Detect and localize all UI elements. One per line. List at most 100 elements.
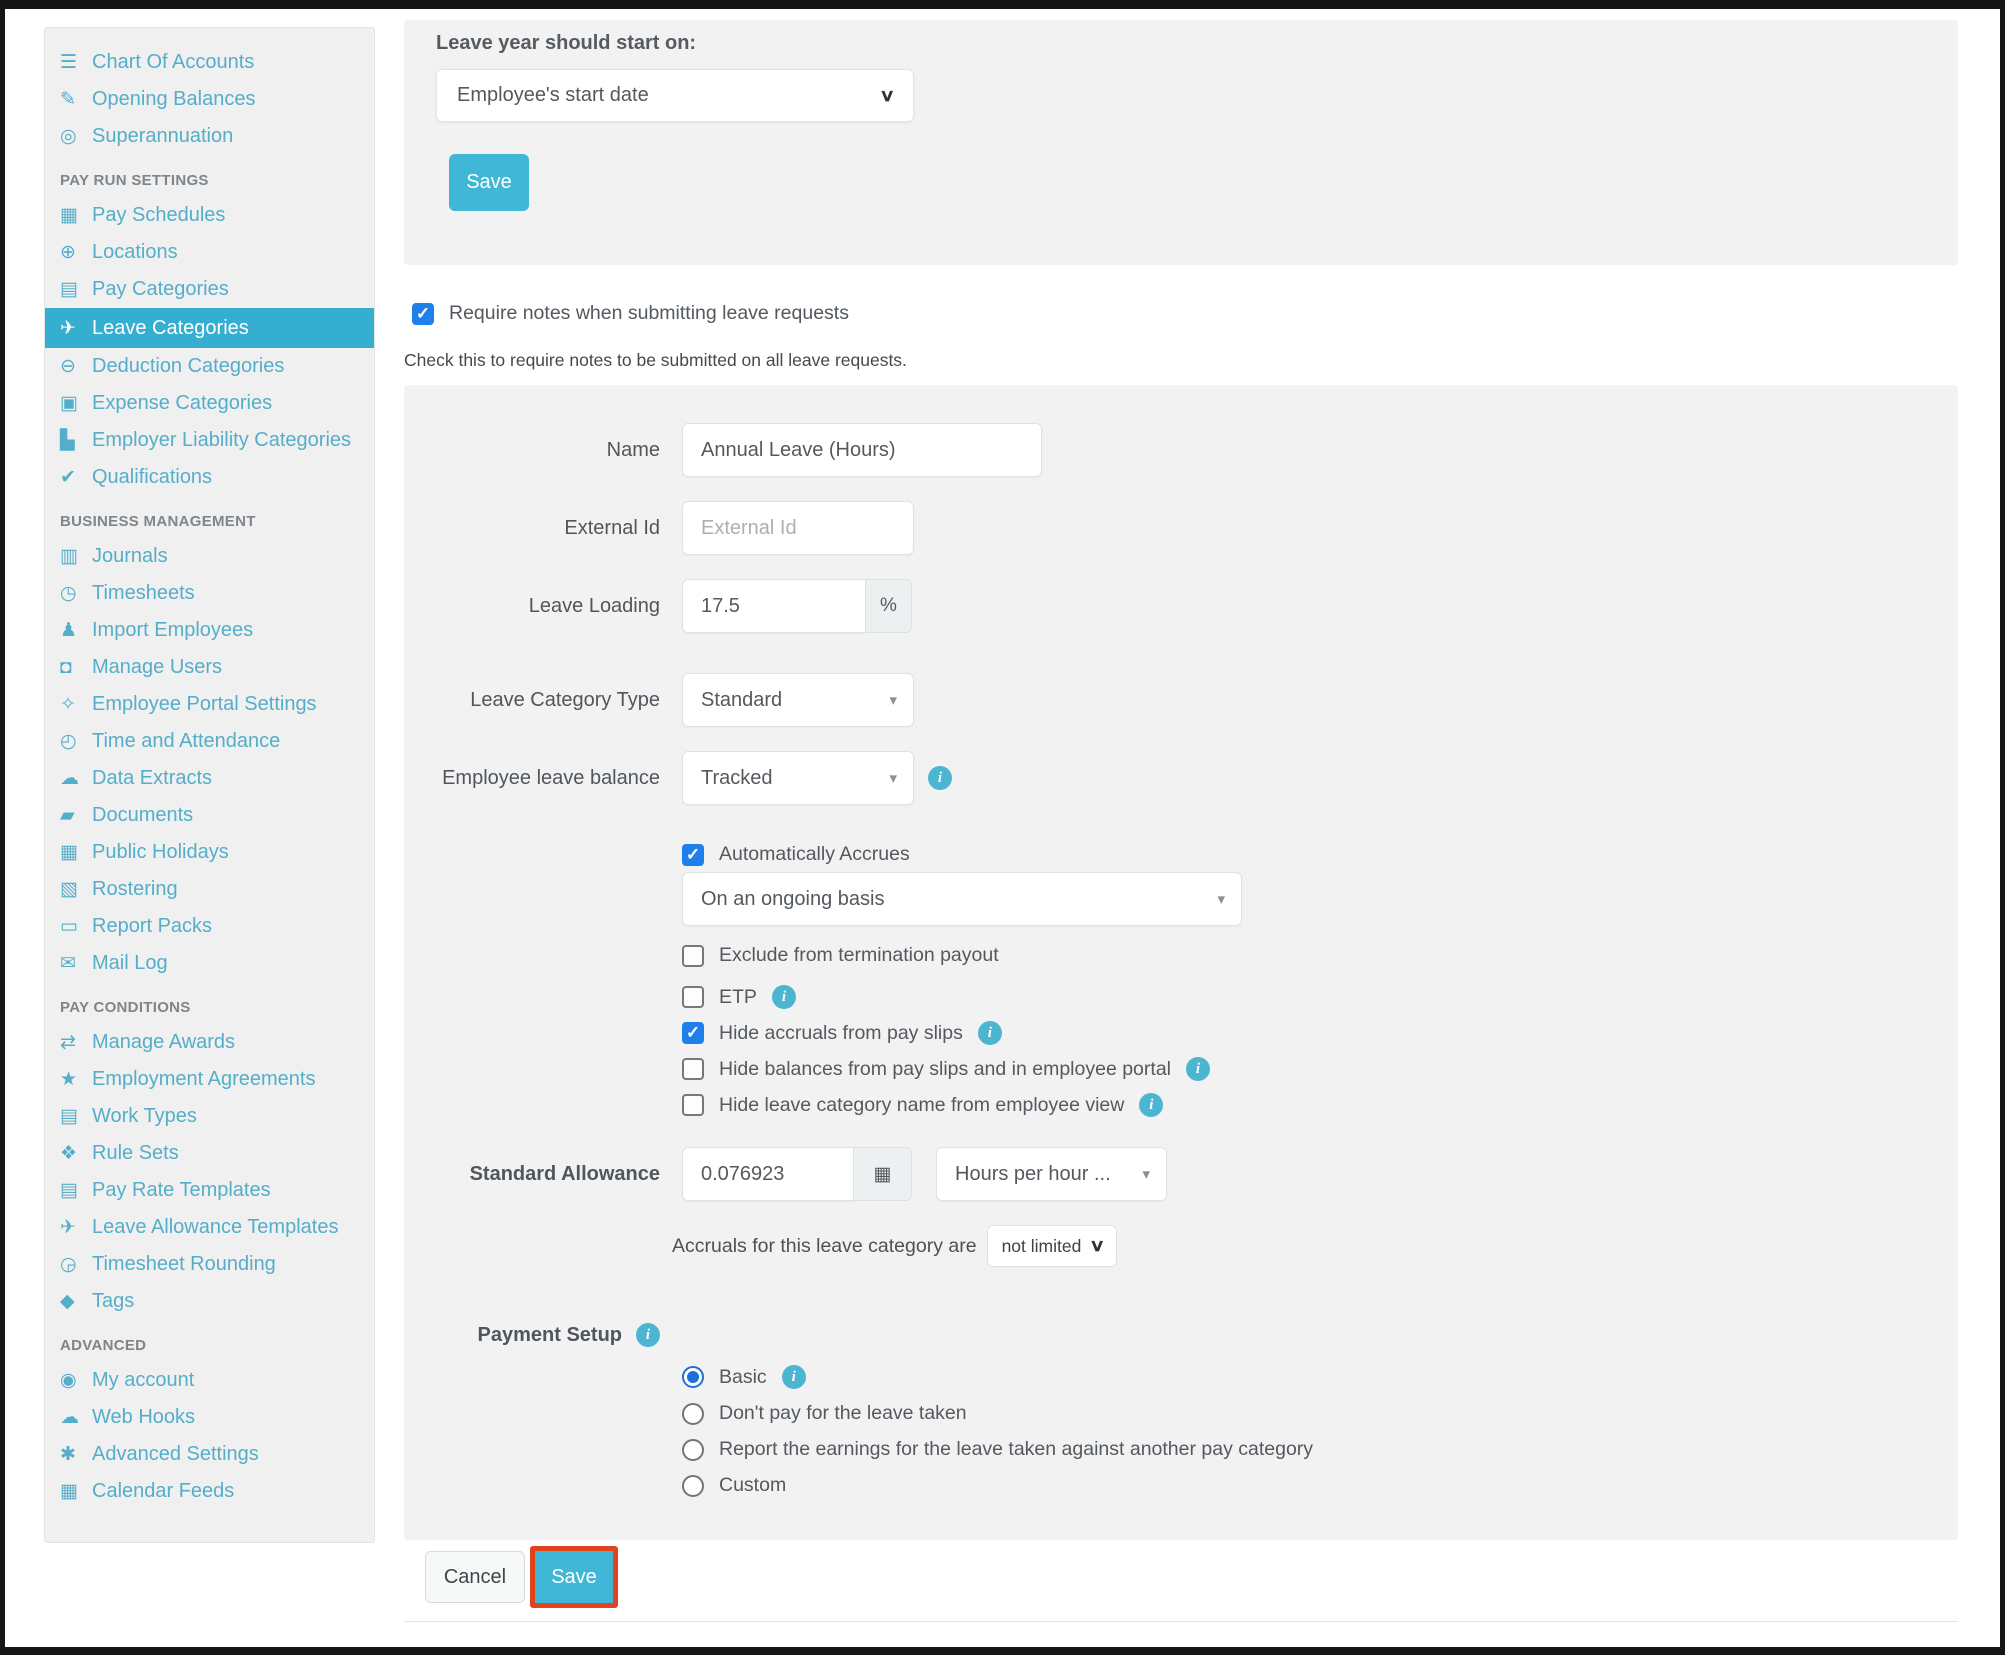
cloud-download-icon: ☁ <box>60 768 79 789</box>
sidebar-item-employee-portal-settings[interactable]: ✧ Employee Portal Settings <box>45 686 374 723</box>
info-icon[interactable]: i <box>781 1365 806 1389</box>
sidebar-item-timesheets[interactable]: ◷ Timesheets <box>45 575 374 612</box>
employee-leave-balance-select[interactable]: Tracked ▾ <box>682 751 914 805</box>
sidebar-item-web-hooks[interactable]: ☁ Web Hooks <box>45 1399 374 1436</box>
sidebar-item-label: Opening Balances <box>92 88 256 110</box>
sidebar-item-timesheet-rounding[interactable]: ◶ Timesheet Rounding <box>45 1246 374 1283</box>
basic-radio[interactable] <box>682 1366 704 1388</box>
lifebuoy-icon: ◎ <box>60 126 77 147</box>
industry-icon: ▙ <box>60 430 75 451</box>
report-earnings-radio[interactable] <box>682 1438 704 1461</box>
sidebar-item-import-employees[interactable]: ♟ Import Employees <box>45 612 374 649</box>
banknote-icon: ▤ <box>60 1180 78 1201</box>
accrual-basis-select[interactable]: On an ongoing basis ▾ <box>682 872 1242 926</box>
info-icon[interactable]: i <box>636 1323 660 1347</box>
sidebar-item-work-types[interactable]: ▤ Work Types <box>45 1098 374 1135</box>
sidebar-item-rule-sets[interactable]: ❖ Rule Sets <box>45 1135 374 1172</box>
calculator-icon[interactable]: ▦ <box>854 1147 912 1201</box>
check-icon: ✔ <box>60 467 76 488</box>
auto-accrues-checkbox[interactable] <box>682 843 704 866</box>
sidebar-item-journals[interactable]: ▥ Journals <box>45 538 374 575</box>
hide-balances-checkbox[interactable] <box>682 1058 704 1080</box>
sidebar-item-pay-schedules[interactable]: ▦ Pay Schedules <box>45 197 374 234</box>
calendar-icon: ▦ <box>60 842 78 863</box>
sidebar-item-label: Expense Categories <box>92 392 273 414</box>
info-icon[interactable]: i <box>1139 1093 1164 1117</box>
sidebar-item-label: Work Types <box>92 1105 197 1127</box>
payment-option-dont-pay: Don't pay for the leave taken <box>682 1402 1958 1425</box>
sidebar-item-label: Journals <box>92 545 168 567</box>
hide-category-name-checkbox[interactable] <box>682 1094 704 1116</box>
sidebar-item-public-holidays[interactable]: ▦ Public Holidays <box>45 834 374 871</box>
sidebar-item-time-and-attendance[interactable]: ◴ Time and Attendance <box>45 723 374 760</box>
sidebar-item-label: Chart Of Accounts <box>92 51 255 73</box>
sidebar-item-my-account[interactable]: ◉ My account <box>45 1362 374 1399</box>
leave-year-save-button[interactable]: Save <box>449 154 529 211</box>
sidebar-item-employer-liability-categories[interactable]: ▙ Employer Liability Categories <box>45 422 374 459</box>
sidebar-item-advanced-settings[interactable]: ✱ Advanced Settings <box>45 1436 374 1473</box>
standard-allowance-input[interactable] <box>682 1147 854 1201</box>
etp-checkbox[interactable] <box>682 986 704 1008</box>
exclude-termination-checkbox[interactable] <box>682 944 704 967</box>
globe-icon: ⊕ <box>60 242 76 263</box>
sidebar-item-rostering[interactable]: ▧ Rostering <box>45 871 374 908</box>
sidebar-item-leave-categories[interactable]: ✈ Leave Categories <box>45 308 374 348</box>
info-icon[interactable]: i <box>928 766 952 790</box>
sidebar-item-data-extracts[interactable]: ☁ Data Extracts <box>45 760 374 797</box>
require-notes-checkbox[interactable] <box>412 302 434 325</box>
accrual-limit-row: Accruals for this leave category are not… <box>672 1225 1958 1267</box>
folder-open-icon: ▭ <box>60 916 78 937</box>
leave-year-select[interactable]: Employee's start date ∨ <box>436 69 914 122</box>
name-input[interactable] <box>682 423 1042 477</box>
hide-accruals-checkbox[interactable] <box>682 1022 704 1044</box>
accrual-limit-select[interactable]: not limited ∨ <box>986 1225 1117 1267</box>
leave-loading-input[interactable] <box>682 579 866 633</box>
sidebar-item-label: Deduction Categories <box>92 355 285 377</box>
sidebar-item-chart-of-accounts[interactable]: ☰ Chart Of Accounts <box>45 44 374 81</box>
accrual-basis-wrap: On an ongoing basis ▾ <box>682 872 1958 926</box>
sidebar-item-opening-balances[interactable]: ✎ Opening Balances <box>45 81 374 118</box>
sidebar-item-label: Manage Users <box>92 656 223 678</box>
caret-down-icon: ▾ <box>1217 891 1225 908</box>
sidebar-item-employment-agreements[interactable]: ★ Employment Agreements <box>45 1061 374 1098</box>
plane-icon: ✈ <box>60 1217 76 1238</box>
dont-pay-radio[interactable] <box>682 1402 704 1425</box>
footer-divider <box>404 1621 1958 1622</box>
allowance-unit-select[interactable]: Hours per hour ... ▾ <box>936 1147 1167 1201</box>
custom-radio[interactable] <box>682 1474 704 1497</box>
sidebar-item-label: Employer Liability Categories <box>92 429 352 451</box>
gear-icon: ✱ <box>60 1444 76 1465</box>
sidebar-item-manage-users[interactable]: ◘ Manage Users <box>45 649 374 686</box>
sidebar-item-leave-allowance-templates[interactable]: ✈ Leave Allowance Templates <box>45 1209 374 1246</box>
report-earnings-label: Report the earnings for the leave taken … <box>719 1438 1314 1460</box>
info-icon[interactable]: i <box>1186 1057 1210 1081</box>
sidebar-item-tags[interactable]: ◆ Tags <box>45 1283 374 1320</box>
sidebar-item-locations[interactable]: ⊕ Locations <box>45 234 374 271</box>
info-icon[interactable]: i <box>977 1021 1002 1045</box>
leave-loading-label: Leave Loading <box>528 594 660 617</box>
sidebar-item-label: Timesheets <box>92 582 195 604</box>
sidebar-item-qualifications[interactable]: ✔ Qualifications <box>45 459 374 496</box>
save-button[interactable]: Save <box>535 1551 613 1603</box>
sidebar-item-manage-awards[interactable]: ⇄ Manage Awards <box>45 1024 374 1061</box>
hide-accruals-label: Hide accruals from pay slips <box>719 1021 963 1044</box>
cancel-button[interactable]: Cancel <box>425 1551 525 1603</box>
sidebar-item-deduction-categories[interactable]: ⊖ Deduction Categories <box>45 348 374 385</box>
sidebar-item-pay-categories[interactable]: ▤ Pay Categories <box>45 271 374 308</box>
external-id-input[interactable] <box>682 501 914 555</box>
sidebar-item-expense-categories[interactable]: ▣ Expense Categories <box>45 385 374 422</box>
leave-category-type-select[interactable]: Standard ▾ <box>682 673 914 727</box>
info-icon[interactable]: i <box>771 985 796 1009</box>
require-notes-help-text: Check this to require notes to be submit… <box>404 350 907 370</box>
sidebar-item-calendar-feeds[interactable]: ▦ Calendar Feeds <box>45 1473 374 1510</box>
sidebar-item-documents[interactable]: ▰ Documents <box>45 797 374 834</box>
sidebar-item-superannuation[interactable]: ◎ Superannuation <box>45 118 374 155</box>
sidebar-item-label: Time and Attendance <box>92 730 281 752</box>
sidebar-item-label: Mail Log <box>92 952 168 974</box>
sidebar-item-label: Leave Allowance Templates <box>92 1216 339 1238</box>
sidebar-item-mail-log[interactable]: ✉ Mail Log <box>45 945 374 982</box>
sidebar-item-report-packs[interactable]: ▭ Report Packs <box>45 908 374 945</box>
sidebar-item-pay-rate-templates[interactable]: ▤ Pay Rate Templates <box>45 1172 374 1209</box>
sidebar-item-label: Timesheet Rounding <box>92 1253 276 1275</box>
require-notes-row: Require notes when submitting leave requ… <box>412 302 1958 325</box>
